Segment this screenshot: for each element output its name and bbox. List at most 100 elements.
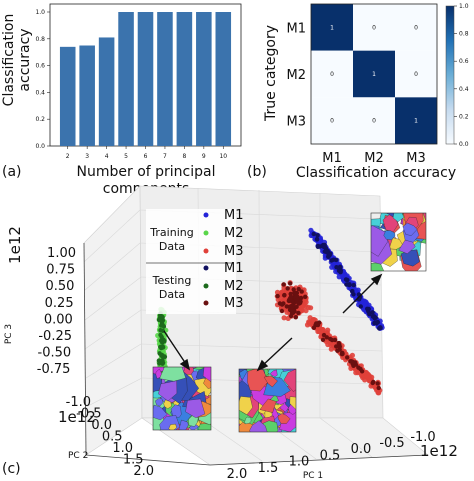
cell-value: 1: [330, 24, 334, 31]
row-label: M2: [287, 68, 307, 83]
microstructure-m1-image: [371, 213, 426, 271]
cell-value: 0: [372, 118, 376, 125]
x-tick-label: 3: [85, 153, 89, 160]
microstructure-m2-image: [153, 367, 211, 430]
point-m3-test: [303, 294, 308, 299]
point-m3-test: [275, 293, 280, 299]
legend-items: M1 M2 M3 M1 M2 M3: [203, 208, 244, 311]
point-m3-test: [285, 286, 290, 291]
bar-chart-x-ticks: 2 3 4 5 6 7 8 9 10: [66, 146, 227, 160]
y-tick-label: 0.6: [35, 63, 45, 70]
cell-value: 0: [330, 71, 334, 78]
pc1-tick: 0.0: [351, 442, 372, 457]
point-m3-test: [298, 299, 303, 304]
legend-label: M3: [224, 244, 244, 259]
col-label: M2: [364, 151, 384, 166]
bar-6: [137, 12, 154, 146]
x-tick-label: 7: [163, 153, 167, 160]
cell-M1-M1: [311, 4, 353, 51]
pc1-tick: -1.0: [410, 430, 435, 445]
point-m1-test: [329, 258, 334, 263]
point-m3-test: [321, 332, 327, 338]
microstructure-m3-image: [239, 369, 296, 432]
legend-label: M3: [224, 296, 244, 311]
pc2-tick: 0.5: [102, 430, 123, 445]
y-tick-label: 0.4: [35, 89, 45, 96]
point-m3-test: [293, 315, 298, 320]
bar-chart-xlabel-line1: Number of principal: [77, 164, 216, 180]
point-m3-test: [290, 303, 295, 309]
cell-M2-M1: [311, 50, 353, 98]
point-m3-test: [336, 340, 341, 346]
point-m3-train: [281, 285, 287, 291]
pc1-tick-labels: 2.0 1.5 1.0 0.5 0.0 -0.5 -1.0: [227, 430, 436, 481]
pc1-tick: 0.5: [320, 448, 341, 463]
legend-marker: [203, 212, 209, 218]
point-m3-test: [292, 290, 297, 295]
point-m1-test: [343, 277, 349, 282]
bar-10: [215, 12, 232, 146]
legend-label: M2: [224, 226, 244, 241]
point-m2-test: [160, 360, 166, 365]
point-m3-train: [308, 305, 314, 311]
point-m3-test: [375, 381, 380, 386]
legend-testing-title-line1: Testing: [152, 274, 192, 287]
pc2-tick: 1.0: [112, 441, 133, 456]
point-m1-test: [338, 264, 343, 270]
bar-7: [157, 12, 173, 146]
bar-3: [79, 45, 95, 146]
point-m1-test: [350, 289, 355, 294]
point-m3-test: [334, 344, 339, 349]
point-m1-test: [327, 252, 332, 258]
point-m1-test: [338, 270, 343, 275]
point-m3-test: [370, 380, 375, 386]
pc2-axis-line: [85, 454, 211, 466]
point-m1-test: [366, 309, 371, 314]
cell-value: 0: [414, 71, 418, 78]
colorbar-tick-label: 0.2: [459, 113, 469, 120]
pc2-tick: -0.5: [76, 407, 101, 422]
pc3-tick: -0.50: [38, 346, 72, 361]
colorbar-tick-label: 0.4: [459, 86, 469, 93]
cell-M2-M2: [353, 50, 395, 98]
panel-c-label: (c): [2, 461, 21, 477]
pc3-tick: 0.00: [44, 312, 73, 327]
point-m3-test: [288, 281, 293, 286]
colorbar-tick-label: 0.0: [459, 141, 469, 148]
pc3-tick: 0.25: [45, 296, 74, 311]
cell-value: 1: [372, 71, 376, 78]
bar-chart-ylabel-line2: accuracy: [17, 28, 33, 91]
x-tick-label: 2: [66, 153, 70, 160]
cell-M3-M2: [353, 97, 395, 145]
point-m3-test: [282, 292, 287, 298]
legend-training-title-line2: Data: [159, 240, 185, 253]
point-m3-test: [315, 322, 320, 327]
point-m2-test: [156, 317, 162, 323]
point-m1-test: [321, 244, 326, 249]
point-m2-test: [158, 344, 163, 350]
pc2-tick: 2.0: [133, 464, 154, 479]
point-m3-test: [332, 337, 338, 343]
y-tick-label: 0.0: [35, 143, 45, 150]
point-m1-test: [351, 282, 356, 288]
point-m3-test: [320, 337, 326, 342]
legend-label: M2: [224, 279, 244, 294]
y-tick-label: 0.2: [35, 116, 45, 123]
x-tick-label: 4: [105, 153, 109, 160]
point-m3-test: [311, 325, 317, 330]
point-m1-test: [370, 310, 375, 315]
colorbar-tick-label: 0.8: [459, 31, 469, 38]
point-m3-test: [294, 304, 299, 309]
point-m1-test: [344, 282, 349, 287]
scatter-points: [155, 227, 385, 396]
point-m2-test: [160, 322, 165, 327]
colorbar-tick-label: 1.0: [459, 3, 469, 10]
pc3-tick: 1.00: [47, 246, 76, 261]
bar-chart-ylabel-line1: Classification: [1, 14, 17, 107]
pc2-axis-label: PC 2: [68, 451, 88, 461]
point-m1-train: [308, 227, 314, 233]
pc2-tick-labels: -1.0-0.50.00.51.01.52.0: [66, 395, 154, 479]
pc2-tick: 1.5: [123, 453, 144, 468]
legend-training-title-line1: Training: [149, 226, 193, 239]
legend: Training Data Testing Data M1 M2 M3 M1 M2 M3: [146, 208, 244, 314]
